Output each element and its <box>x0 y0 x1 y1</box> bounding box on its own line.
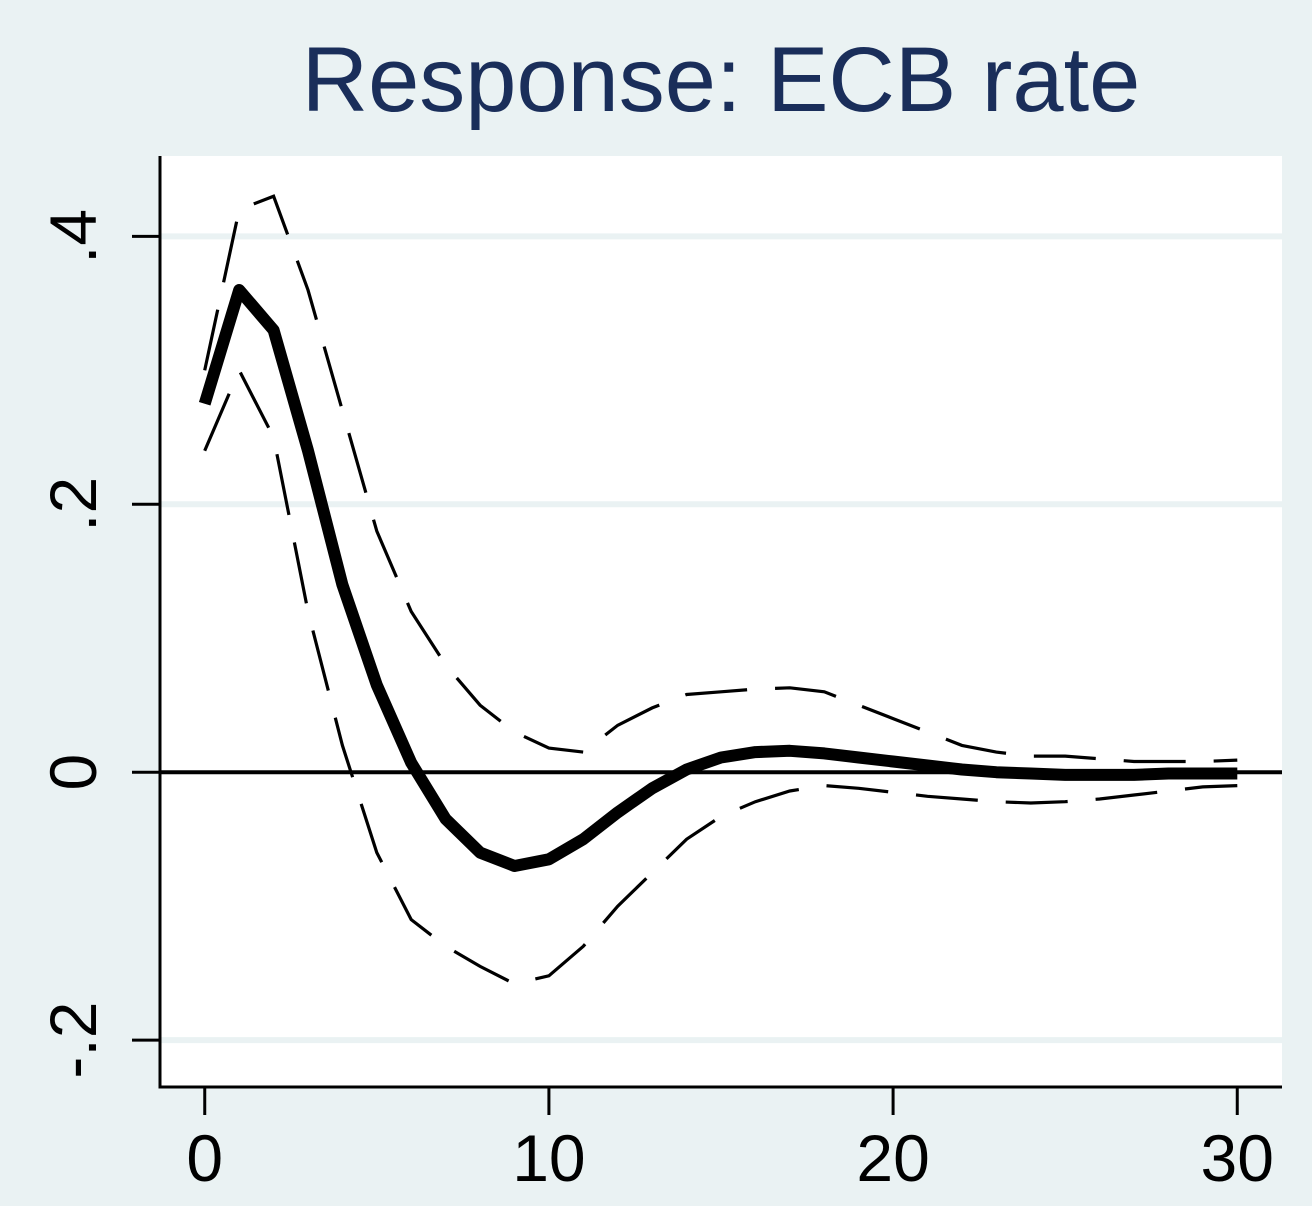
y-tick-label-1: 0 <box>36 754 110 791</box>
y-tick-label-3: .4 <box>36 209 110 264</box>
chart-title: Response: ECB rate <box>302 29 1141 131</box>
gridlines <box>160 233 1282 1044</box>
x-tick-label-3: 30 <box>1201 1121 1274 1195</box>
series-group <box>198 194 1238 986</box>
plot-background <box>160 156 1282 1086</box>
ticks: -.2 0 .2 .4 0 10 20 30 <box>36 209 1274 1195</box>
x-tick-label-1: 10 <box>512 1121 585 1195</box>
axes <box>158 156 1282 1089</box>
y-tick-label-0: -.2 <box>36 1002 110 1079</box>
series-line-dashed-lower <box>203 366 1238 986</box>
y-tick-label-2: .2 <box>36 477 110 532</box>
x-tick-label-2: 20 <box>856 1121 929 1195</box>
series-line-solid-thick <box>198 284 1238 872</box>
series-line-dashed-upper <box>203 194 1238 764</box>
x-tick-label-0: 0 <box>186 1121 223 1195</box>
